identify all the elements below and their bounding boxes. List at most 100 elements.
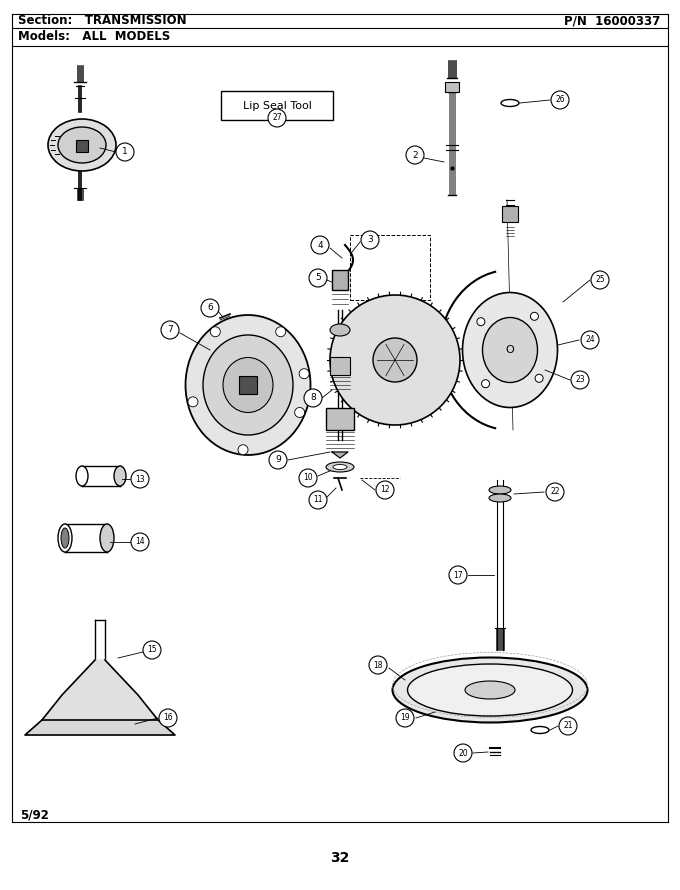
Ellipse shape: [326, 462, 354, 472]
Ellipse shape: [223, 358, 273, 412]
Circle shape: [269, 451, 287, 469]
Circle shape: [299, 368, 309, 379]
Ellipse shape: [330, 324, 350, 336]
Text: 6: 6: [207, 303, 213, 312]
Circle shape: [294, 408, 305, 417]
Ellipse shape: [100, 524, 114, 552]
Text: 12: 12: [380, 486, 390, 495]
Bar: [502, 206, 518, 222]
Text: 20: 20: [458, 748, 468, 757]
Polygon shape: [42, 660, 158, 725]
Text: Lip Seal Tool: Lip Seal Tool: [243, 101, 311, 111]
Circle shape: [373, 338, 417, 382]
Circle shape: [188, 397, 198, 407]
Bar: [350, 235, 430, 300]
Circle shape: [201, 299, 219, 317]
Bar: [332, 270, 348, 290]
Text: 10: 10: [303, 473, 313, 482]
Text: 27: 27: [272, 114, 282, 123]
Text: 7: 7: [167, 326, 173, 335]
Circle shape: [559, 717, 577, 735]
Circle shape: [161, 321, 179, 339]
Circle shape: [304, 389, 322, 407]
Circle shape: [396, 709, 414, 727]
Text: Models:   ALL  MODELS: Models: ALL MODELS: [18, 30, 170, 44]
Bar: [445, 82, 459, 92]
Circle shape: [361, 231, 379, 249]
Circle shape: [535, 375, 543, 383]
FancyBboxPatch shape: [76, 140, 88, 152]
Circle shape: [481, 380, 490, 388]
Ellipse shape: [76, 466, 88, 486]
FancyBboxPatch shape: [330, 357, 350, 375]
Circle shape: [551, 91, 569, 109]
Text: 16: 16: [163, 714, 173, 723]
Ellipse shape: [203, 335, 293, 435]
Circle shape: [330, 295, 460, 425]
Circle shape: [131, 533, 149, 551]
Text: 5/92: 5/92: [20, 808, 49, 821]
Circle shape: [530, 312, 539, 320]
Ellipse shape: [392, 658, 588, 723]
Text: O: O: [506, 345, 514, 355]
Polygon shape: [25, 720, 175, 735]
Circle shape: [311, 236, 329, 254]
Text: 25: 25: [595, 276, 605, 285]
Text: 3: 3: [367, 236, 373, 245]
Text: Section:   TRANSMISSION: Section: TRANSMISSION: [18, 14, 186, 28]
Circle shape: [275, 327, 286, 336]
Text: 23: 23: [575, 376, 585, 384]
Ellipse shape: [483, 318, 537, 383]
Text: 18: 18: [373, 660, 383, 669]
Text: 14: 14: [135, 538, 145, 546]
Text: 4: 4: [317, 240, 323, 249]
Circle shape: [143, 641, 161, 659]
Circle shape: [591, 271, 609, 289]
Circle shape: [116, 143, 134, 161]
Circle shape: [376, 481, 394, 499]
Text: 17: 17: [453, 570, 463, 579]
Ellipse shape: [462, 293, 558, 408]
FancyBboxPatch shape: [239, 376, 257, 394]
Circle shape: [369, 656, 387, 674]
Ellipse shape: [61, 528, 69, 548]
Circle shape: [309, 269, 327, 287]
Circle shape: [131, 470, 149, 488]
Text: P/N  16000337: P/N 16000337: [564, 14, 660, 28]
Text: 1: 1: [122, 148, 128, 157]
Text: 22: 22: [550, 488, 560, 497]
Text: 2: 2: [412, 150, 418, 159]
Ellipse shape: [489, 494, 511, 502]
Circle shape: [571, 371, 589, 389]
Text: 15: 15: [147, 645, 157, 654]
Ellipse shape: [465, 681, 515, 699]
Ellipse shape: [58, 524, 72, 552]
Text: 26: 26: [555, 95, 565, 104]
Circle shape: [159, 709, 177, 727]
Polygon shape: [332, 452, 348, 458]
Text: 5: 5: [315, 273, 321, 282]
Circle shape: [299, 469, 317, 487]
Text: 11: 11: [313, 496, 323, 505]
Ellipse shape: [58, 127, 106, 163]
FancyBboxPatch shape: [326, 408, 354, 430]
Circle shape: [546, 483, 564, 501]
Text: 13: 13: [135, 474, 145, 483]
Ellipse shape: [114, 466, 126, 486]
Text: 21: 21: [563, 722, 573, 731]
FancyBboxPatch shape: [221, 91, 333, 120]
Text: 8: 8: [310, 393, 316, 402]
Circle shape: [581, 331, 599, 349]
Circle shape: [210, 327, 220, 336]
Circle shape: [449, 566, 467, 584]
Ellipse shape: [407, 664, 573, 716]
Ellipse shape: [333, 465, 347, 470]
Ellipse shape: [48, 119, 116, 171]
Text: 32: 32: [330, 851, 350, 865]
Circle shape: [309, 491, 327, 509]
Ellipse shape: [489, 486, 511, 494]
Text: 9: 9: [275, 456, 281, 465]
Circle shape: [268, 109, 286, 127]
Text: 19: 19: [401, 714, 410, 723]
Circle shape: [477, 318, 485, 326]
